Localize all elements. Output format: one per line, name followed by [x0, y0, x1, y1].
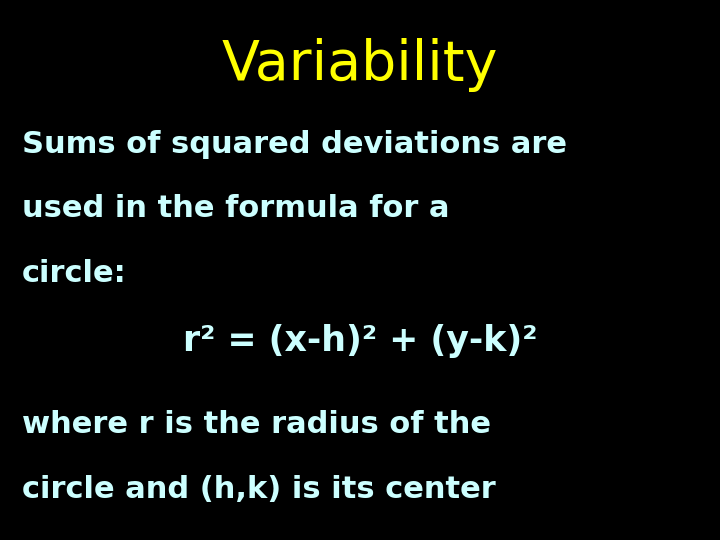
Text: used in the formula for a: used in the formula for a — [22, 194, 449, 224]
Text: Sums of squared deviations are: Sums of squared deviations are — [22, 130, 567, 159]
Text: Variability: Variability — [222, 38, 498, 92]
Text: circle:: circle: — [22, 259, 126, 288]
Text: where r is the radius of the: where r is the radius of the — [22, 410, 490, 440]
Text: r² = (x-h)² + (y-k)²: r² = (x-h)² + (y-k)² — [183, 324, 537, 358]
Text: circle and (h,k) is its center: circle and (h,k) is its center — [22, 475, 495, 504]
